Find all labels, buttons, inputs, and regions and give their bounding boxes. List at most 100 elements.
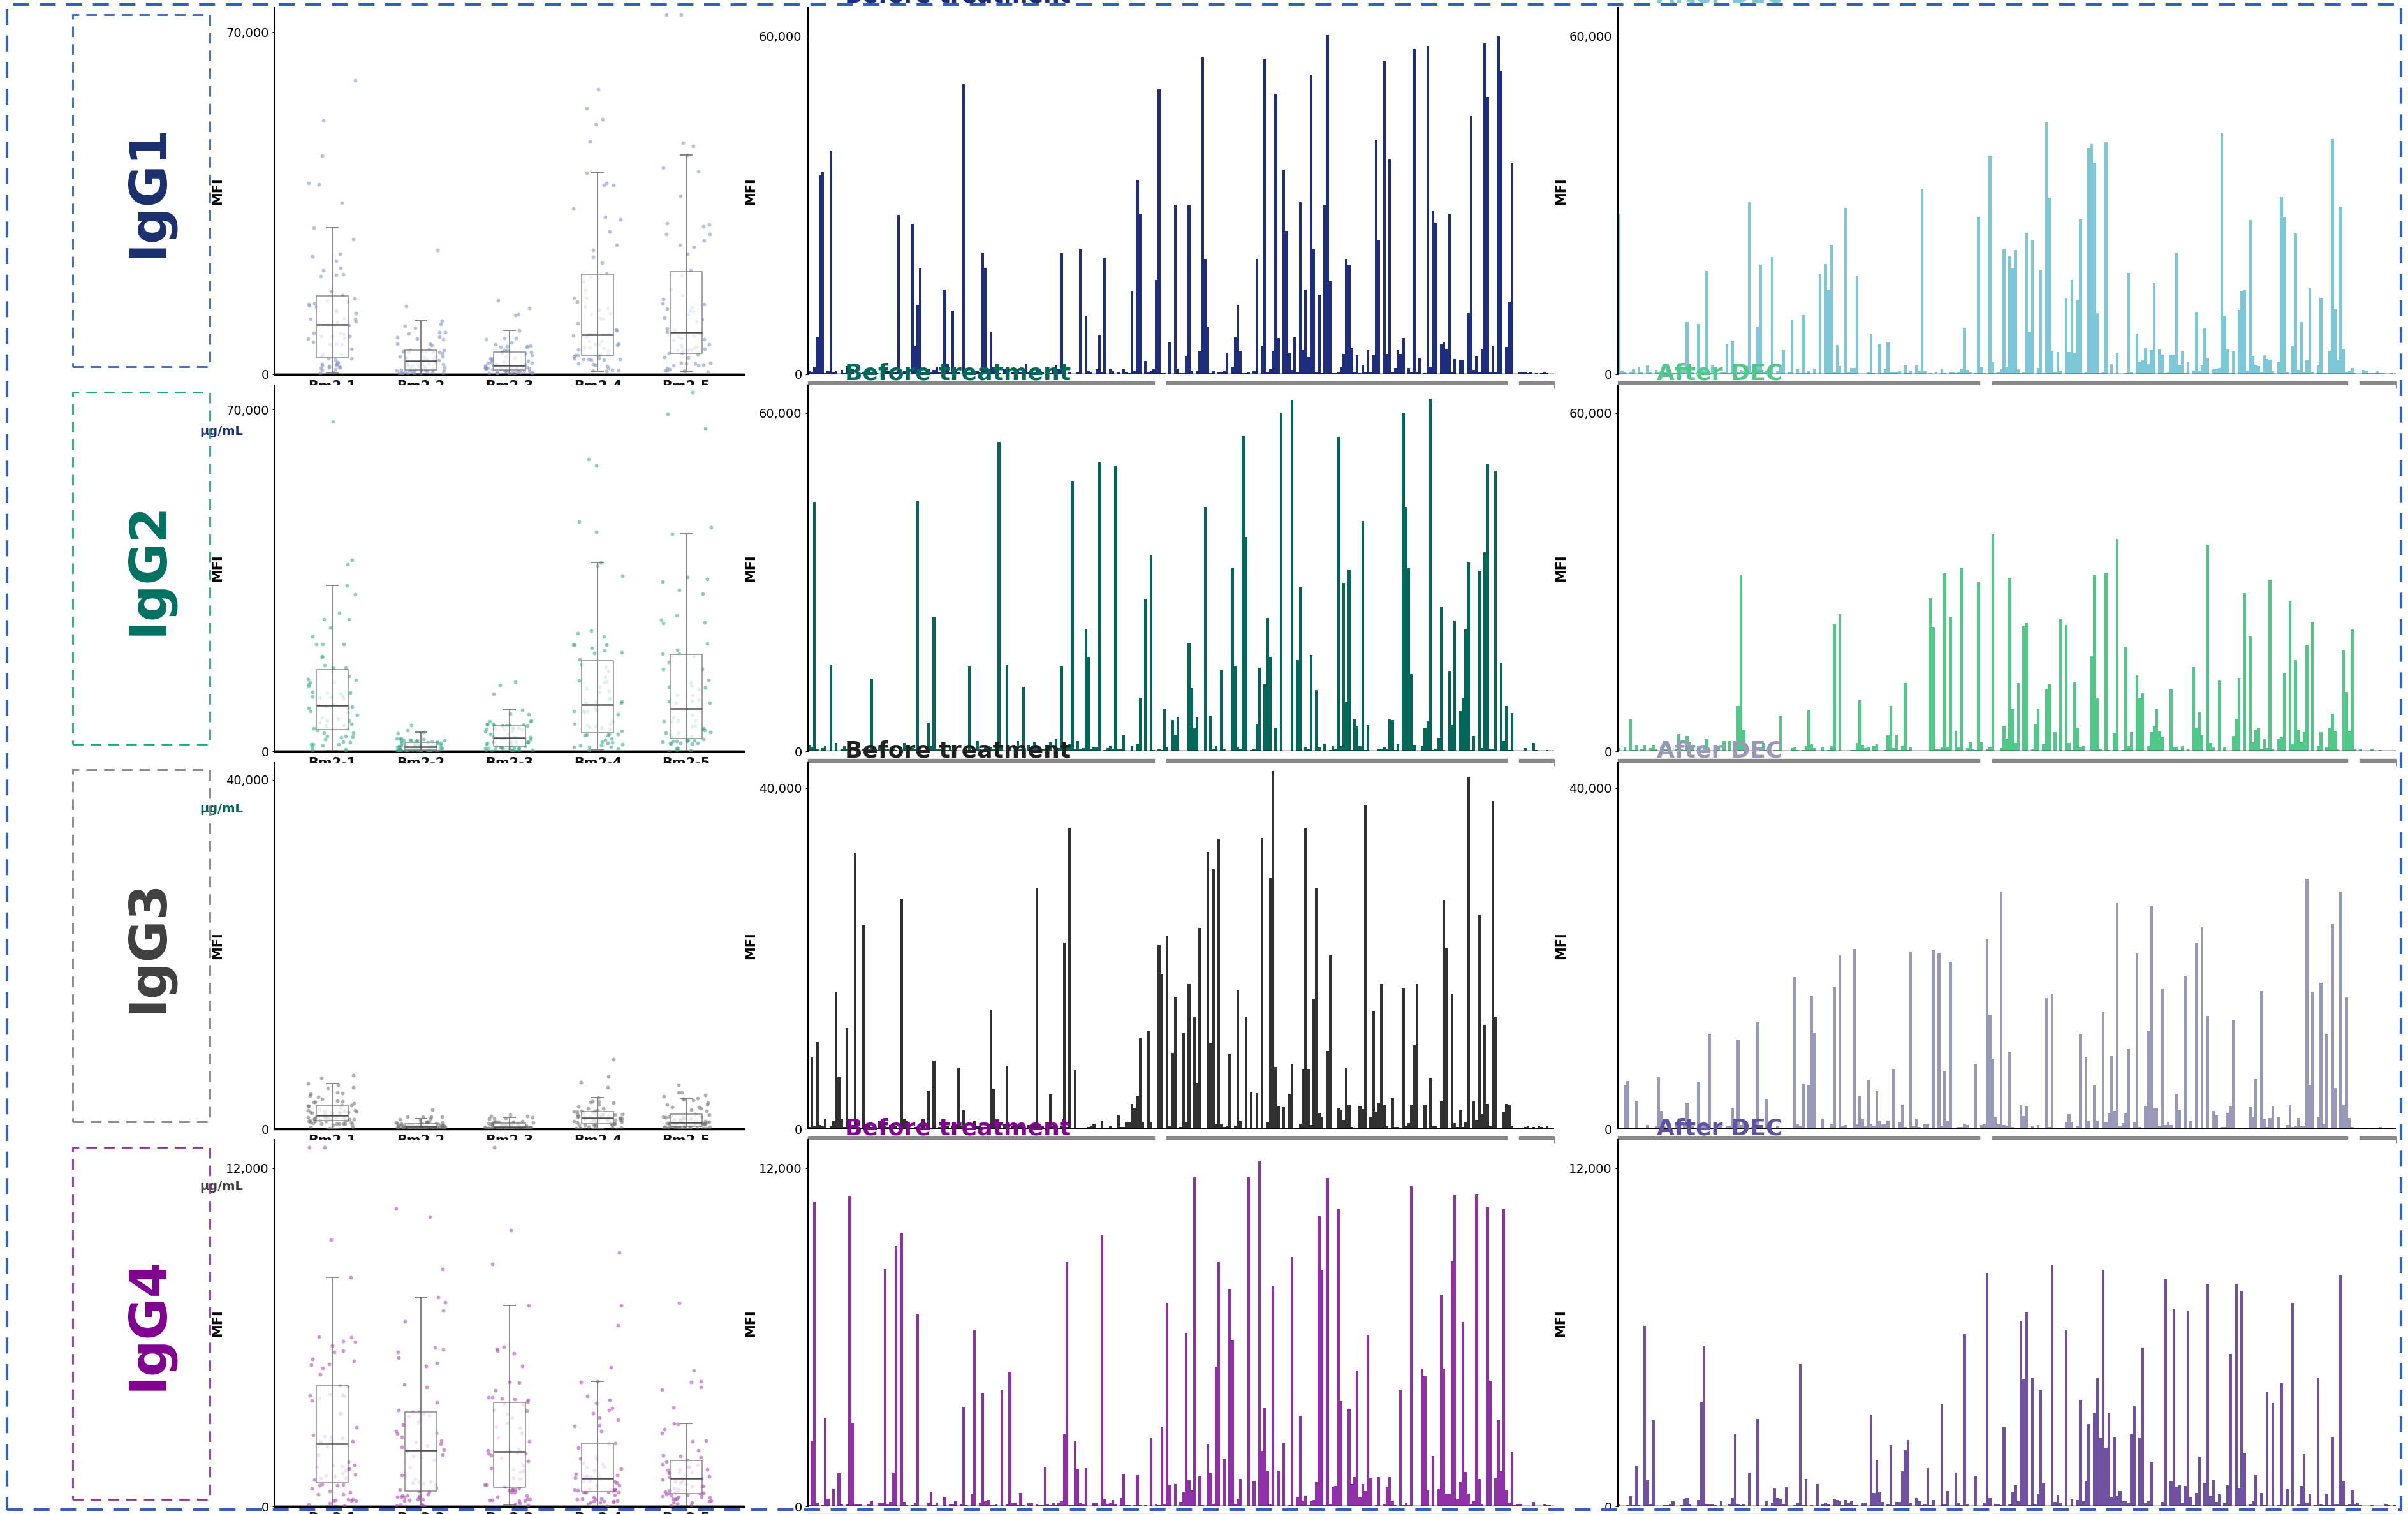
Bar: [2023, 1379, 2025, 1506]
Bar: [1481, 1503, 1483, 1506]
Point: [414, 733, 453, 757]
Bar: [867, 368, 869, 374]
Bar: [893, 749, 898, 751]
Bar: [1185, 357, 1187, 374]
Point: [501, 1459, 539, 1484]
Point: [385, 1488, 424, 1512]
Point: [311, 1382, 349, 1407]
Bar: [1486, 1104, 1488, 1129]
Point: [660, 233, 698, 257]
Bar: [1356, 1370, 1358, 1506]
Bar: [1987, 749, 1989, 751]
Bar: [315, 1385, 349, 1482]
Bar: [2040, 269, 2042, 374]
Point: [489, 1114, 527, 1139]
Bar: [1320, 1270, 1324, 1506]
Text: GSL glyc.: GSL glyc.: [1308, 781, 1365, 793]
Point: [653, 1104, 691, 1128]
Point: [479, 289, 518, 313]
Point: [510, 727, 549, 751]
Bar: [1483, 553, 1486, 751]
Bar: [879, 1120, 881, 1129]
Bar: [2011, 710, 2013, 751]
Point: [472, 347, 510, 371]
Bar: [1021, 1126, 1026, 1129]
Point: [291, 1081, 330, 1105]
Text: IgG1: IgG1: [123, 124, 173, 257]
Point: [686, 1113, 725, 1137]
Bar: [1170, 1054, 1175, 1129]
Point: [477, 1414, 515, 1438]
Point: [327, 1456, 366, 1481]
Point: [554, 1099, 592, 1123]
Point: [467, 716, 506, 740]
Bar: [1483, 44, 1486, 374]
Point: [684, 1116, 722, 1140]
Point: [595, 1431, 633, 1455]
Point: [308, 347, 347, 371]
Point: [474, 1113, 513, 1137]
Bar: [1845, 1500, 1847, 1506]
Point: [289, 1105, 327, 1129]
Point: [472, 1116, 510, 1140]
Point: [323, 342, 361, 366]
Bar: [1743, 1122, 1746, 1129]
Point: [388, 718, 426, 742]
Bar: [855, 1505, 857, 1506]
Text: Before treatment: Before treatment: [845, 740, 1072, 762]
Point: [669, 1455, 708, 1479]
Bar: [1421, 746, 1423, 751]
Point: [585, 624, 624, 648]
Bar: [2153, 283, 2155, 374]
Bar: [1233, 1503, 1235, 1506]
Bar: [872, 372, 877, 374]
Bar: [807, 745, 811, 751]
Bar: [1115, 466, 1117, 751]
Point: [330, 324, 368, 348]
Point: [472, 347, 510, 371]
Bar: [2003, 248, 2006, 374]
Bar: [2300, 742, 2302, 751]
Point: [578, 1102, 616, 1126]
Point: [691, 1114, 730, 1139]
Bar: [1476, 1119, 1479, 1129]
Point: [479, 1110, 518, 1134]
Bar: [1835, 345, 1840, 374]
Point: [325, 631, 364, 656]
Point: [385, 734, 424, 759]
Point: [650, 650, 689, 674]
Bar: [905, 1122, 908, 1129]
Bar: [2153, 727, 2155, 751]
Point: [400, 1485, 438, 1509]
Bar: [1209, 1473, 1211, 1506]
Point: [320, 1117, 359, 1142]
Bar: [850, 1126, 855, 1129]
Bar: [1137, 1096, 1139, 1129]
Bar: [1476, 356, 1479, 374]
Point: [378, 1485, 417, 1509]
Text: GSL glyc.: GSL glyc.: [2141, 781, 2199, 793]
Bar: [2030, 1378, 2035, 1506]
Bar: [1649, 372, 1652, 374]
Bar: [987, 369, 990, 374]
Bar: [1339, 1400, 1341, 1506]
Point: [674, 1111, 713, 1136]
Bar: [2230, 1354, 2232, 1506]
Bar: [905, 1505, 908, 1506]
Bar: [2237, 310, 2239, 374]
Point: [660, 1478, 698, 1502]
Point: [513, 341, 551, 365]
Point: [681, 321, 720, 345]
Point: [672, 1107, 710, 1131]
Point: [600, 359, 638, 383]
Point: [289, 674, 327, 698]
Point: [380, 736, 419, 760]
Point: [684, 716, 722, 740]
Bar: [1507, 301, 1510, 374]
Point: [482, 356, 520, 380]
Point: [320, 733, 359, 757]
Point: [498, 1113, 537, 1137]
Point: [583, 1102, 621, 1126]
Bar: [1900, 1472, 1905, 1506]
Point: [323, 1096, 361, 1120]
